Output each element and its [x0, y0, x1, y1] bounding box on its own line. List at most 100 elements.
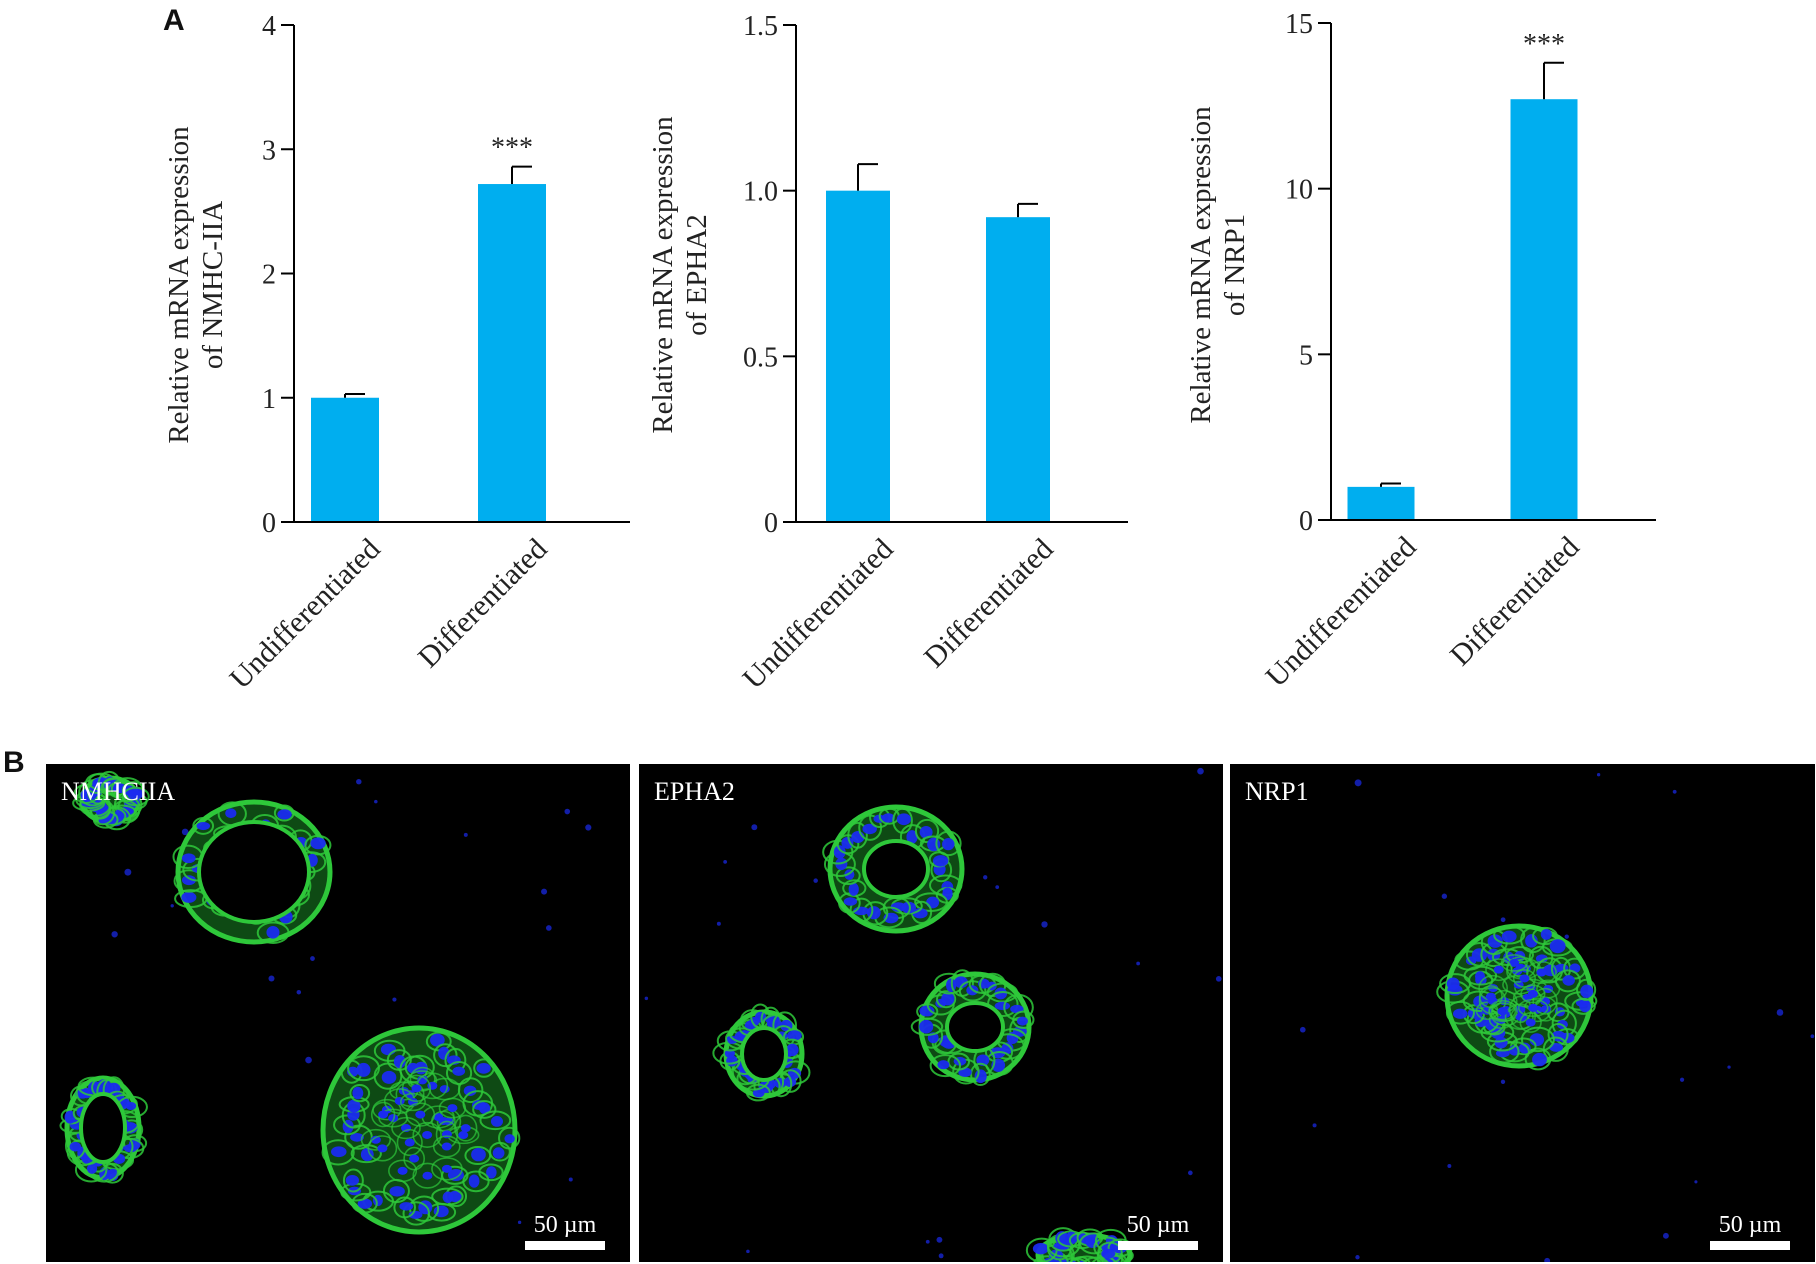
cell-membrane — [464, 1146, 492, 1166]
bar-chart-nmhc-iia: Undifferentiated *** Differentiated 0 1 2 3 4 Re… — [163, 11, 630, 695]
nucleus — [994, 987, 1008, 1000]
background-speck — [1441, 893, 1448, 899]
background-speck — [1187, 1170, 1193, 1176]
background-speck — [268, 975, 275, 982]
background-speck — [746, 1249, 750, 1254]
y-tick-label: 1 — [262, 384, 276, 415]
cell-membrane — [321, 1139, 355, 1166]
scale-bar — [1710, 1241, 1790, 1250]
nucleus — [862, 823, 877, 835]
nucleus — [974, 1069, 987, 1084]
nucleus — [833, 845, 846, 859]
nucleus — [1446, 977, 1460, 990]
nucleus — [181, 853, 196, 864]
nucleus — [1487, 934, 1503, 948]
nucleus — [1501, 930, 1517, 943]
nucleus — [196, 821, 211, 831]
cell-membrane — [1526, 960, 1557, 985]
nucleus — [381, 1070, 397, 1084]
cell-membrane — [432, 1135, 461, 1158]
cell-membrane — [1500, 954, 1528, 972]
nucleus — [1519, 974, 1530, 983]
nucleus — [890, 902, 907, 912]
nucleus — [266, 926, 280, 939]
nucleus — [926, 896, 940, 909]
background-speck — [296, 989, 302, 995]
background-speck — [1672, 789, 1677, 794]
nucleus — [331, 1146, 347, 1158]
y-tick-label: 0 — [262, 508, 276, 539]
nucleus — [442, 1191, 454, 1204]
cell-membrane — [412, 1162, 443, 1189]
nucleus — [86, 1163, 98, 1174]
bar-differentiated — [478, 184, 546, 523]
background-speck — [1136, 961, 1141, 966]
nucleus — [399, 1202, 414, 1211]
nucleus — [841, 836, 854, 849]
bar-differentiated — [1510, 99, 1578, 520]
cell-membrane — [847, 821, 868, 849]
nucleus — [906, 830, 918, 844]
cell-membrane — [360, 1128, 392, 1151]
background-speck — [545, 925, 552, 931]
y-axis-label: of EPHA2 — [681, 214, 713, 336]
organoid-lumen — [862, 839, 930, 899]
nucleus — [1527, 989, 1538, 998]
nucleus — [404, 1138, 415, 1147]
cell-membrane — [386, 1049, 412, 1071]
x-tick-label: Differentiated — [412, 532, 554, 674]
cell-membrane — [454, 1114, 478, 1142]
cell-membrane — [433, 1043, 458, 1068]
background-speck — [585, 824, 592, 831]
nucleus — [356, 1062, 371, 1077]
y-tick-label: 1.5 — [743, 11, 778, 42]
nucleus — [181, 875, 196, 886]
nucleus — [447, 1104, 458, 1113]
nucleus — [994, 1001, 1011, 1011]
significance-label: *** — [491, 133, 533, 164]
nucleus — [912, 908, 928, 919]
nucleus — [1525, 1018, 1536, 1027]
cell-membrane — [431, 1157, 463, 1181]
scale-bar-label: 50 µm — [1719, 1212, 1782, 1238]
nucleus — [1532, 1052, 1547, 1067]
background-speck — [751, 824, 758, 831]
cell-membrane — [1485, 958, 1513, 982]
cell-membrane — [388, 1159, 418, 1183]
y-tick-label: 2 — [262, 260, 276, 291]
nucleus — [954, 976, 969, 989]
cell-membrane — [1520, 984, 1546, 1004]
scale-bar-label: 50 µm — [1127, 1212, 1190, 1238]
nucleus — [1101, 1248, 1116, 1259]
nucleus — [1528, 1003, 1539, 1012]
nucleus — [786, 1043, 799, 1057]
nucleus — [350, 1133, 364, 1142]
y-tick-label: 1.0 — [743, 177, 778, 208]
background-speck — [1354, 779, 1362, 787]
cell-membrane — [400, 1092, 426, 1112]
scale-bar — [525, 1241, 605, 1250]
background-speck — [1197, 767, 1204, 775]
nucleus — [1536, 968, 1547, 977]
cell-membrane — [347, 1055, 380, 1082]
nucleus — [787, 1030, 802, 1041]
background-speck — [938, 1253, 944, 1259]
scale-bar-label: 50 µm — [534, 1212, 597, 1238]
background-speck — [716, 921, 721, 926]
y-tick-label: 5 — [1299, 340, 1313, 371]
cell-membrane — [438, 1097, 467, 1119]
background-speck — [374, 799, 378, 804]
nucleus — [225, 808, 237, 819]
x-tick-label: Differentiated — [918, 532, 1060, 674]
x-tick-label: Undifferentiated — [1260, 530, 1423, 693]
nucleus — [492, 1147, 505, 1159]
cell-membrane — [1071, 1255, 1102, 1262]
nucleus — [919, 1005, 935, 1017]
background-speck — [1727, 1065, 1731, 1069]
background-speck — [1810, 1034, 1815, 1039]
nucleus — [1562, 975, 1575, 986]
cell-membrane — [342, 1168, 364, 1193]
y-tick-label: 15 — [1285, 9, 1313, 40]
background-speck — [111, 931, 118, 938]
nucleus — [409, 1154, 420, 1163]
